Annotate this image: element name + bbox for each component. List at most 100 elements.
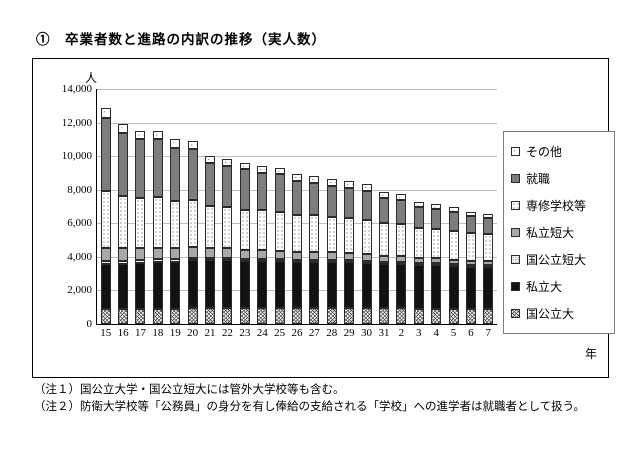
bar-segment (378, 223, 389, 256)
bar-segment (448, 266, 459, 309)
x-axis-tick-label: 20 (187, 327, 199, 339)
bar-segment (222, 165, 233, 208)
bar-segment (448, 231, 459, 260)
bar-segment (326, 186, 337, 218)
bar-segment (431, 308, 442, 324)
bar-segment (152, 259, 163, 262)
bar-segment (291, 214, 302, 252)
bar-segment (274, 250, 285, 260)
legend: その他 就職 専修学校等 私立短大 国公立短大 私立大 国公立大 (503, 131, 615, 334)
bar-segment (100, 263, 111, 309)
bar-segment (361, 254, 372, 261)
bar-stack (483, 213, 494, 324)
bar-segment (222, 207, 233, 249)
bar-segment (100, 308, 111, 324)
bar-segment (152, 130, 163, 140)
bar-segment (448, 259, 459, 265)
bar-segment (309, 176, 320, 183)
bar-segment (465, 212, 476, 217)
bar-segment (326, 308, 337, 324)
bar-column (254, 89, 271, 324)
bar-segment (309, 215, 320, 253)
bar-segment (239, 209, 250, 250)
x-axis-tick-label: 17 (134, 327, 146, 339)
bar-segment (309, 252, 320, 260)
bar-stack (448, 207, 459, 324)
bar-segment (309, 261, 320, 309)
gridline (97, 156, 497, 158)
bar-segment (378, 263, 389, 309)
bar-segment (274, 167, 285, 175)
bar-segment (344, 187, 355, 218)
bar-segment (483, 217, 494, 234)
bar-stack (309, 176, 320, 324)
bar-segment (222, 260, 233, 309)
legend-label: 専修学校等 (526, 199, 587, 213)
x-axis-unit-label: 年 (585, 347, 598, 361)
bar-segment (291, 308, 302, 324)
bar-segment (135, 130, 146, 140)
bar-segment (100, 261, 111, 264)
bar-segment (361, 262, 372, 309)
bar-segment (152, 139, 163, 198)
bar-segment (483, 260, 494, 265)
bar-segment (378, 191, 389, 198)
bar-segment (118, 308, 129, 324)
x-axis-tick-label: 6 (468, 327, 474, 339)
bar-segment (118, 132, 129, 197)
bar-segment (378, 197, 389, 223)
bar-segment (170, 139, 181, 148)
bar-segment (257, 210, 268, 250)
bar-segment (100, 107, 111, 118)
bar-segment (187, 257, 198, 261)
x-axis-tick-label: 2 (398, 327, 405, 339)
bar-segment (135, 248, 146, 261)
bar-segment (344, 181, 355, 188)
bar-column (236, 89, 253, 324)
bar-segment (448, 207, 459, 213)
bar-stack (135, 130, 146, 324)
x-axis-tick-labels: 15 16 17 18 19 20 21 22 23 24 25 26 27 28 29 30 31 2 3 4 5 6 7 (97, 327, 497, 339)
bar-segment (274, 212, 285, 251)
bar-segment (396, 193, 407, 200)
bar-segment (118, 263, 129, 309)
bar-segment (413, 207, 424, 229)
legend-item: 就職 (511, 170, 607, 187)
bar-segment (170, 259, 181, 262)
bar-stack (396, 193, 407, 324)
bar-segment (378, 308, 389, 324)
bar-column (340, 89, 357, 324)
bar-segment (361, 308, 372, 324)
bar-segment (152, 308, 163, 324)
bar-segment (170, 248, 181, 260)
bar-segment (465, 216, 476, 234)
bar-segment (205, 258, 216, 261)
y-axis-tick-label: 2,000 (67, 284, 92, 297)
bar-segment (361, 184, 372, 192)
legend-swatch (511, 201, 520, 210)
bar-segment (361, 219, 372, 255)
legend-swatch (511, 255, 520, 264)
x-axis-tick-label: 16 (117, 327, 129, 339)
bar-segment (413, 258, 424, 264)
legend-item: 専修学校等 (511, 197, 607, 214)
bar-stack (361, 184, 372, 324)
legend-item: 私立短大 (511, 224, 607, 241)
bar-segment (118, 248, 129, 262)
bar-segment (309, 259, 320, 262)
bar-stack (413, 202, 424, 324)
bar-segment (396, 199, 407, 224)
bar-segment (291, 251, 302, 260)
bar-segment (170, 308, 181, 324)
bar-segment (344, 217, 355, 254)
bar-column (427, 89, 444, 324)
bar-segment (344, 253, 355, 260)
bar-segment (135, 262, 146, 309)
bar-segment (187, 246, 198, 258)
bar-column (201, 89, 218, 324)
bar-segment (222, 308, 233, 324)
bar-segment (205, 248, 216, 259)
legend-label: 国公立大 (526, 307, 575, 321)
bar-segment (291, 174, 302, 182)
bar-column (219, 89, 236, 324)
